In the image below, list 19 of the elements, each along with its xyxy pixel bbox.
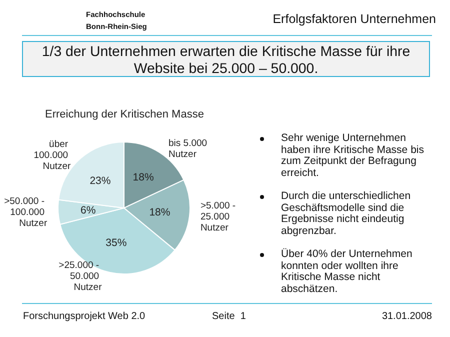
text: Forschungsprojekt Web 2.0 bbox=[23, 311, 146, 322]
data-label: 35% bbox=[106, 237, 127, 250]
text: Sehr wenige Unternehmen haben ihre Kritische Masse bis zum Zeitpunkt der Befragung erreicht. bbox=[280, 132, 425, 179]
text: Über 40% der Unternehmen konnten oder wollten ihre Kritische Masse nicht abschätzen. bbox=[280, 248, 414, 295]
slice-label: >5.000 - 25.000 Nutzer bbox=[200, 200, 238, 234]
text: Erfolgsfaktoren Unternehmen bbox=[272, 12, 436, 26]
slice-label: bis 5.000 Nutzer bbox=[168, 138, 210, 160]
data-label: 6% bbox=[80, 204, 96, 216]
chart-title: Erreichung der Kritischen Masse bbox=[45, 108, 204, 120]
slice-label: >50.000 - 100.000 Nutzer bbox=[4, 196, 48, 229]
slice-label: über 100.000 Nutzer bbox=[34, 138, 71, 172]
data-label: 23% bbox=[90, 174, 111, 187]
text: Seite 1 bbox=[212, 311, 246, 322]
slice-label: >25.000 - 50.000 Nutzer bbox=[58, 260, 102, 293]
text: 31.01.2008 bbox=[382, 311, 432, 322]
text: Durch die unterschiedlichen Geschäftsmodelle sind die Ergebnisse nicht eindeutig abgrenzbar. bbox=[280, 190, 412, 237]
data-label: 18% bbox=[132, 172, 154, 184]
data-label: 18% bbox=[149, 206, 170, 219]
text: 1/3 der Unternehmen erwarten die Kritische Masse für ihre Website bei 25.000 – 50.000. bbox=[22, 41, 430, 77]
